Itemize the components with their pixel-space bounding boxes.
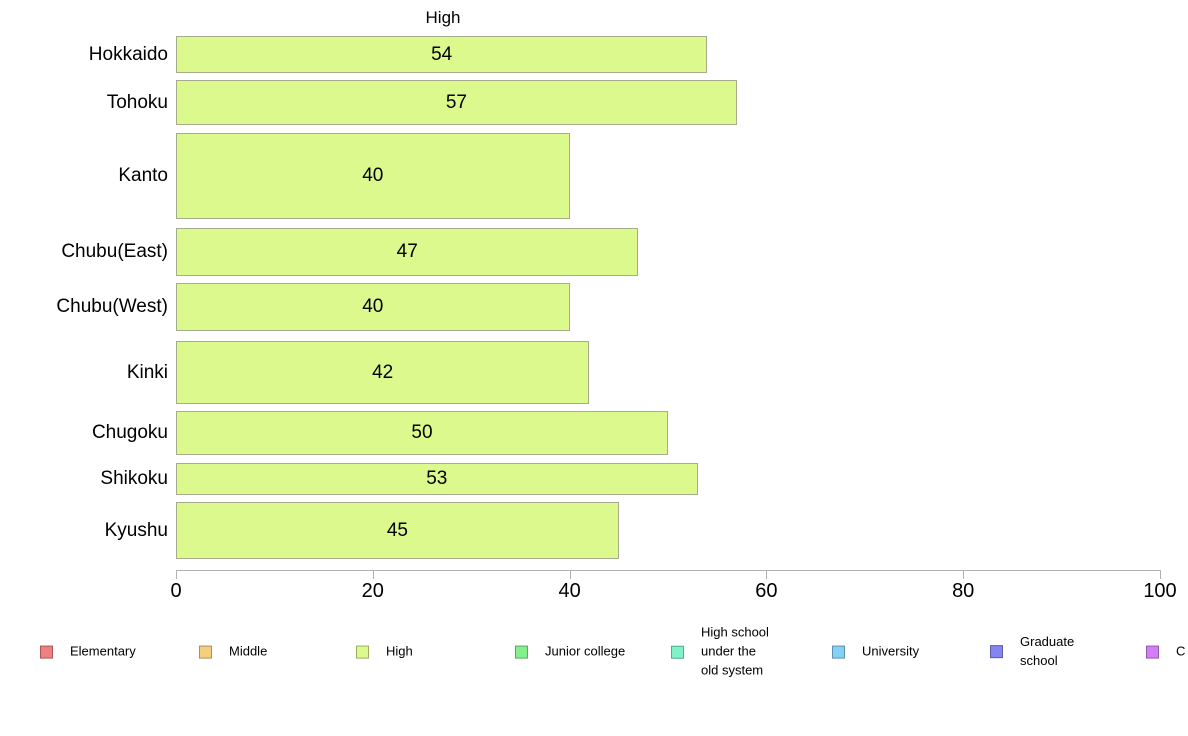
legend-swatch-icon (671, 645, 684, 659)
bar-kinki: 42 (176, 341, 590, 404)
y-axis-label-shikoku: Shikoku (100, 468, 168, 489)
x-tick (569, 570, 571, 579)
x-tick-label: 40 (558, 580, 581, 602)
bar-value-label: 40 (362, 165, 384, 186)
x-tick (372, 570, 374, 579)
bar-value-label: 57 (445, 91, 467, 113)
x-axis-line (176, 570, 1161, 571)
chart-title: High (425, 8, 461, 27)
legend-swatch-icon (990, 645, 1003, 659)
x-tick (1160, 570, 1161, 579)
y-axis-label-chubu-east: Chubu(East) (61, 241, 168, 262)
y-axis-label-kyushu: Kyushu (104, 519, 168, 541)
bar-value-label: 42 (372, 361, 394, 383)
legend-item-graduate[interactable]: Graduate school (990, 633, 1074, 671)
legend-item-elementary[interactable]: Elementary (40, 643, 136, 662)
legend-label: High school under the old system (701, 624, 769, 678)
bar-value-label: 45 (386, 519, 408, 541)
y-axis-label-kanto: Kanto (118, 165, 168, 186)
x-tick-label: 20 (361, 580, 384, 602)
legend-swatch-icon (40, 645, 53, 659)
x-tick-label: 100 (1143, 580, 1177, 602)
x-tick-label: 60 (755, 580, 778, 602)
bar-chubu-west: 40 (176, 283, 570, 331)
legend-label: High (386, 643, 413, 659)
bar-kyushu: 45 (176, 502, 619, 559)
legend-item-junior-college[interactable]: Junior college (515, 643, 625, 662)
legend-label: C (1176, 643, 1186, 659)
x-tick (963, 570, 965, 579)
y-axis-label-tohoku: Tohoku (106, 91, 168, 113)
x-tick (766, 570, 768, 579)
legend-label: Elementary (70, 643, 136, 659)
legend-item-university[interactable]: University (832, 643, 919, 662)
y-axis-label-chubu-west: Chubu(West) (56, 296, 168, 317)
legend-swatch-icon (515, 645, 528, 659)
legend-item-middle[interactable]: Middle (199, 643, 267, 662)
bar-value-label: 40 (362, 296, 384, 317)
bar-kanto: 40 (176, 133, 570, 219)
legend-swatch-icon (1146, 645, 1159, 659)
bar-value-label: 50 (411, 422, 433, 443)
legend-item-c[interactable]: C (1146, 643, 1185, 662)
bar-value-label: 54 (431, 43, 453, 65)
x-tick-label: 80 (952, 580, 975, 602)
legend-item-high[interactable]: High (356, 643, 413, 662)
x-tick-label: 0 (170, 580, 182, 602)
legend-swatch-icon (199, 645, 212, 659)
legend-item-high-school[interactable]: High school under the old system (671, 624, 769, 681)
legend-label: University (862, 643, 920, 659)
bar-value-label: 53 (426, 468, 448, 489)
y-axis-label-chugoku: Chugoku (91, 422, 168, 443)
bar-shikoku: 53 (176, 463, 698, 495)
x-tick (176, 570, 177, 579)
legend-label: Graduate school (1020, 634, 1075, 668)
y-axis-label-kinki: Kinki (126, 361, 168, 383)
bar-hokkaido: 54 (176, 36, 708, 73)
legend-label: Middle (229, 643, 268, 659)
y-axis-label-hokkaido: Hokkaido (88, 43, 168, 65)
bar-chugoku: 50 (176, 411, 668, 455)
legend-label: Junior college (545, 643, 626, 659)
bar-value-label: 47 (396, 241, 418, 262)
bar-chubu-east: 47 (176, 228, 639, 276)
legend-swatch-icon (356, 645, 369, 659)
legend-swatch-icon (832, 645, 845, 659)
bar-tohoku: 57 (176, 80, 737, 125)
